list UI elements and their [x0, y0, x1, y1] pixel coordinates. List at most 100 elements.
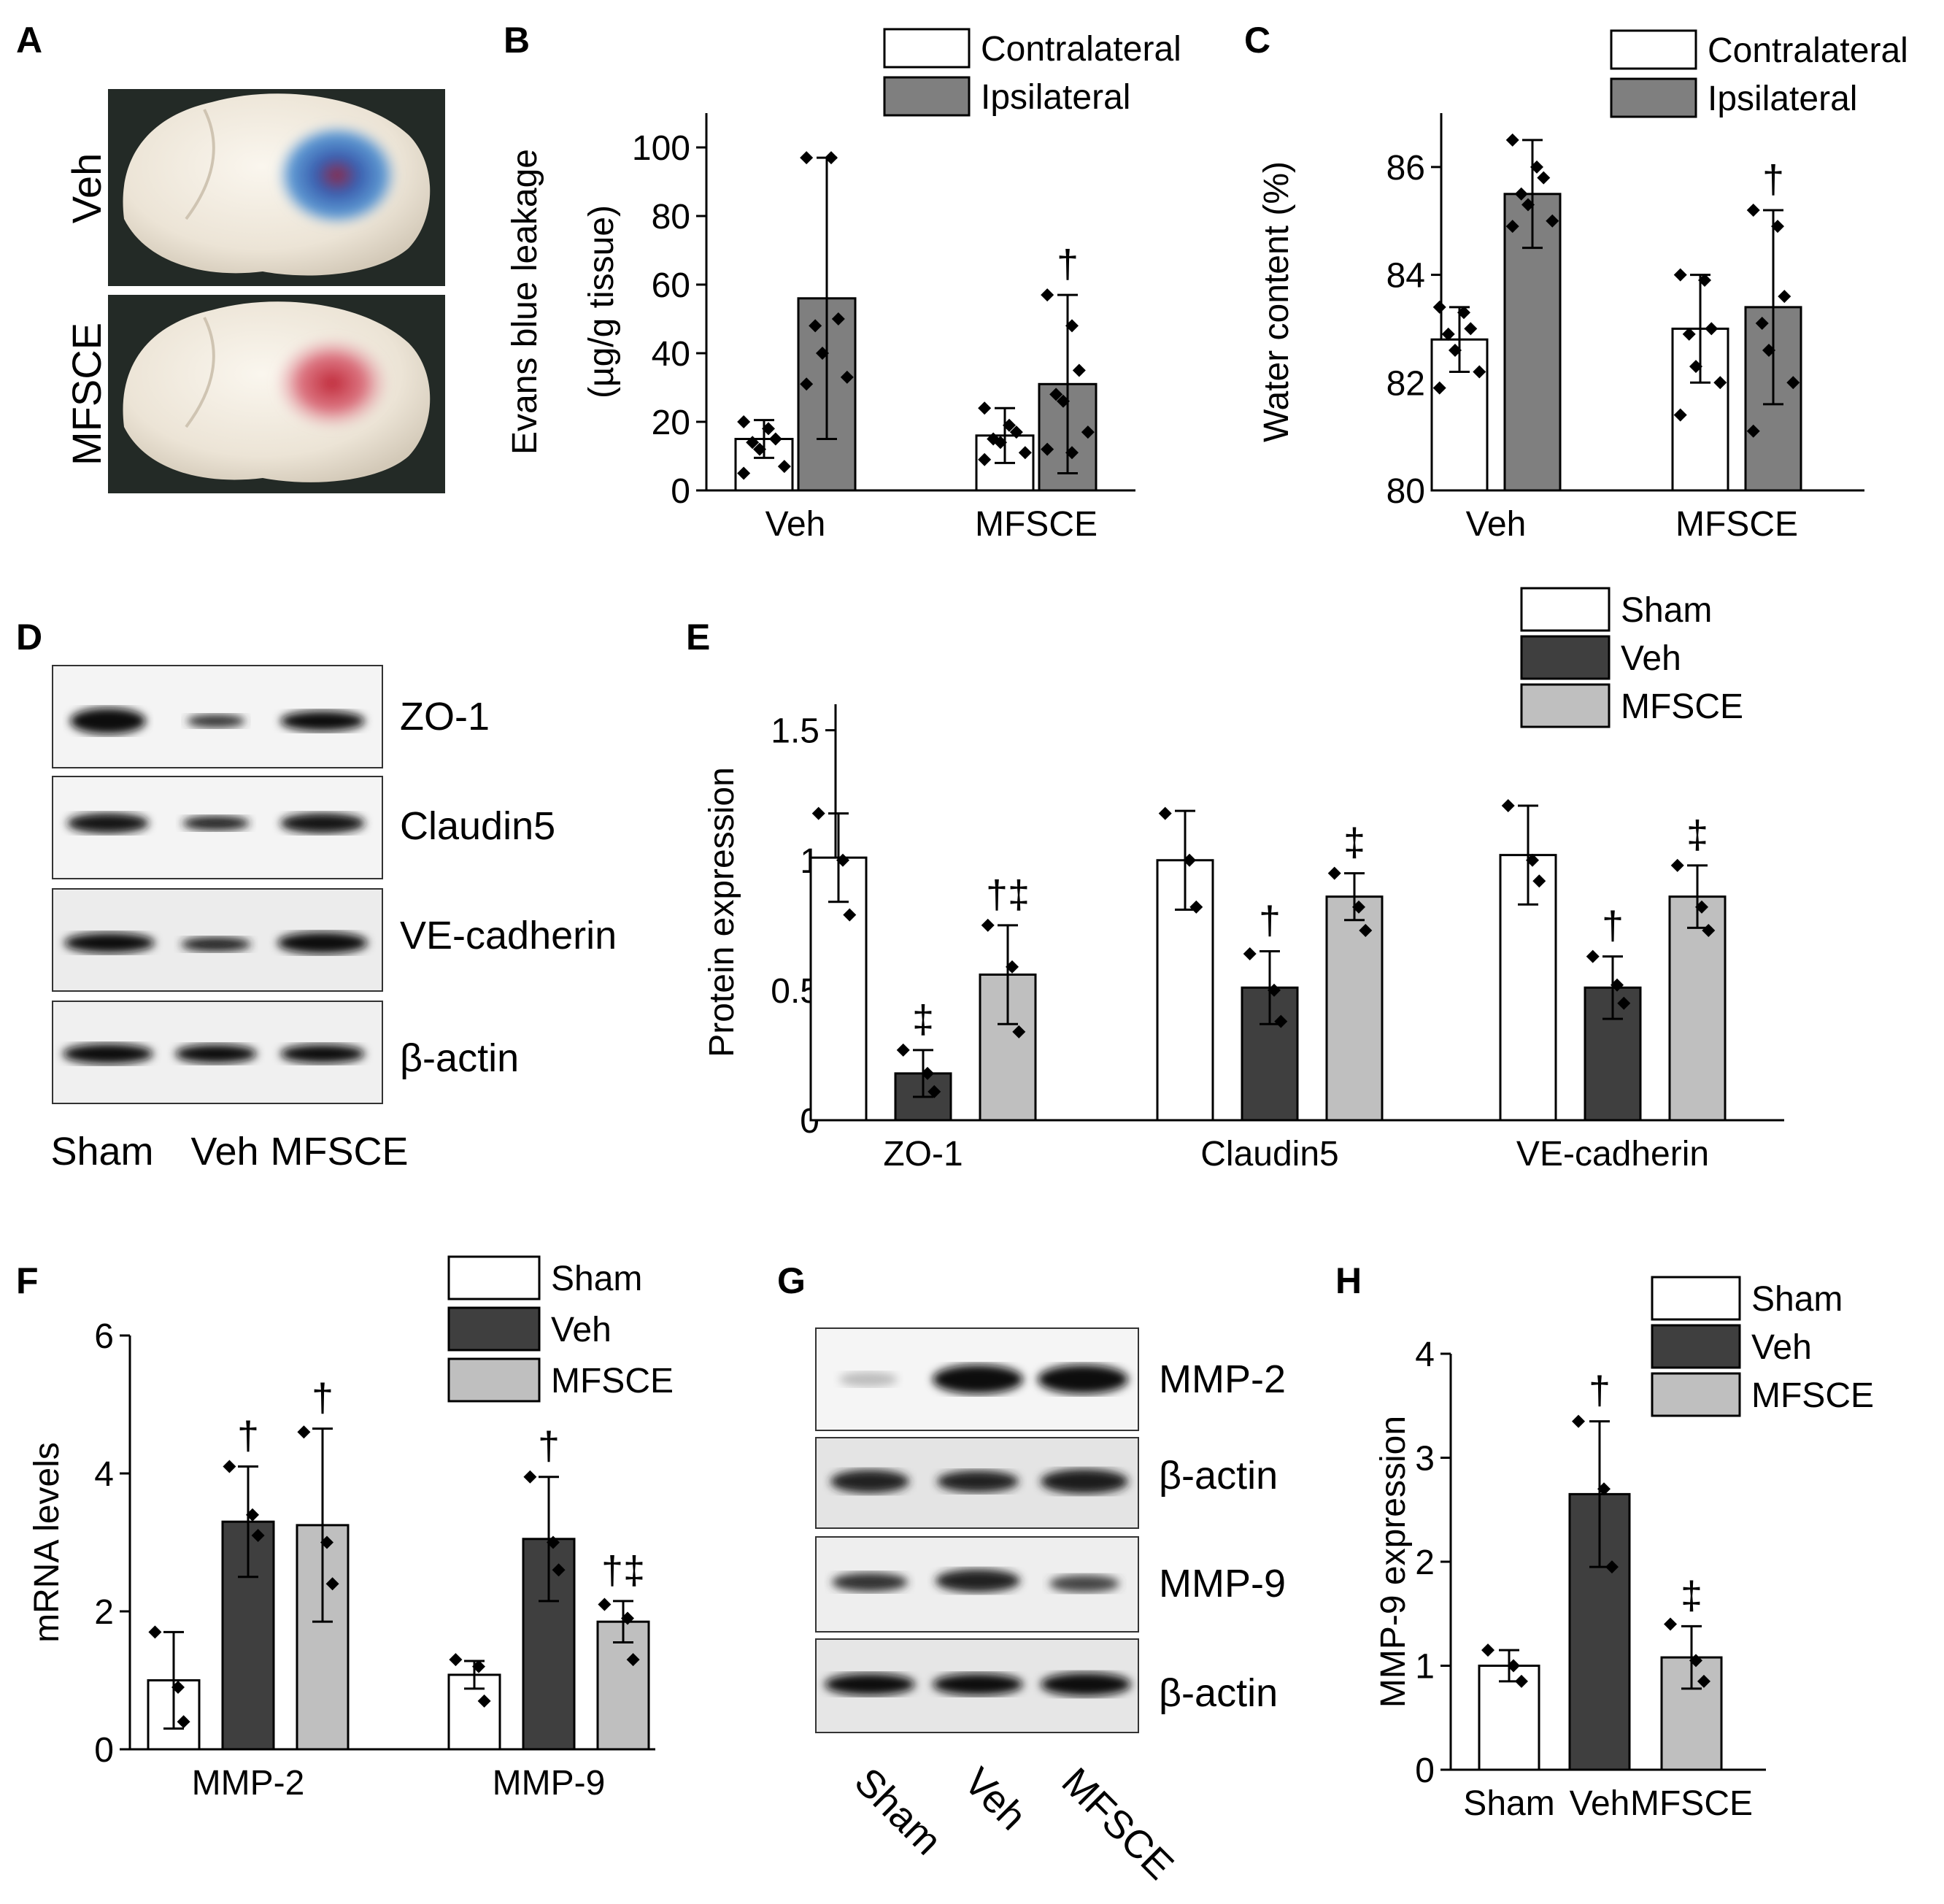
y-axis-label: Water content (%)	[1257, 161, 1296, 442]
band-actin-g1-veh	[937, 1471, 1019, 1492]
band-zo1-sham	[70, 708, 146, 734]
data-point	[1586, 949, 1600, 963]
significance-mark: ‡	[1343, 821, 1365, 865]
data-point	[737, 466, 751, 480]
data-point	[1611, 978, 1624, 992]
blot-g-band-label-3: MMP-9	[1159, 1562, 1286, 1606]
data-point	[1572, 1414, 1586, 1428]
y-tick-label: 60	[652, 266, 690, 305]
y-tick-label: 2	[94, 1593, 114, 1632]
data-point	[325, 1577, 339, 1591]
y-axis-label: Protein expression	[703, 767, 741, 1057]
data-point	[1158, 806, 1172, 820]
data-point	[1327, 866, 1341, 880]
data-point	[1505, 220, 1519, 234]
data-point	[1771, 220, 1784, 234]
data-point	[1065, 319, 1079, 333]
panel-label-f: F	[16, 1260, 39, 1301]
data-point	[1664, 1617, 1678, 1631]
band-ve-cadherin-sham	[64, 933, 155, 953]
panel-label-c: C	[1244, 20, 1270, 61]
band-actin-d-sham	[63, 1044, 153, 1064]
significance-mark: †	[237, 1414, 259, 1458]
legend-label: Ipsilateral	[981, 78, 1130, 117]
data-point	[1081, 425, 1095, 439]
data-point	[1673, 408, 1687, 422]
significance-mark: †	[1589, 1369, 1611, 1413]
y-tick-label: 0	[671, 472, 690, 511]
y-tick-label: 82	[1386, 364, 1425, 403]
panel-label-g: G	[777, 1260, 806, 1301]
bar	[1668, 895, 1727, 1122]
data-point	[843, 908, 857, 922]
data-point	[449, 1653, 463, 1667]
blot-g-band-label-1: MMP-2	[1159, 1357, 1286, 1401]
band-mmp9-sham	[832, 1573, 908, 1592]
data-point	[746, 436, 760, 450]
data-point	[148, 1625, 162, 1639]
significance-mark: ‡	[912, 998, 934, 1041]
legend-swatch	[1520, 683, 1611, 728]
data-point	[816, 347, 829, 360]
panel-label-d: D	[16, 617, 42, 658]
x-tick-label: MFSCE	[1675, 505, 1798, 544]
data-point	[981, 918, 995, 932]
data-point	[1049, 388, 1063, 401]
band-ve-cadherin-veh	[181, 937, 251, 952]
data-point	[1786, 376, 1800, 390]
x-tick-label: MMP-9	[493, 1764, 606, 1803]
data-point	[1713, 376, 1727, 390]
x-tick-label: MFSCE	[975, 505, 1098, 544]
data-point	[800, 151, 814, 165]
data-point	[1521, 198, 1535, 212]
row-label-veh: Veh	[63, 153, 109, 224]
legend-label: Sham	[551, 1260, 642, 1298]
data-point	[1457, 306, 1470, 320]
blot-g-lane-mfsce: MFSCE	[1054, 1760, 1182, 1888]
legend-label: Sham	[1621, 591, 1712, 630]
data-point	[1012, 1025, 1026, 1038]
panel-a-photos: Veh MFSCE	[63, 89, 445, 493]
data-point	[1189, 900, 1203, 914]
legend-swatch	[1610, 77, 1697, 118]
data-point	[1481, 1643, 1495, 1657]
x-tick-label: Veh	[1466, 505, 1527, 544]
band-mmp9-veh	[936, 1569, 1020, 1592]
panel-label-a: A	[16, 20, 42, 61]
y-axis-label: MMP-9 expression	[1374, 1416, 1413, 1708]
y-tick-label: 3	[1415, 1440, 1435, 1479]
data-point	[1183, 853, 1196, 867]
band-actin-g2-mfsce	[1041, 1673, 1131, 1696]
legend-swatch	[1651, 1324, 1741, 1369]
data-point	[1432, 300, 1446, 314]
data-point	[1689, 360, 1702, 374]
data-point	[246, 1508, 259, 1522]
data-point	[1514, 187, 1528, 201]
data-point	[1507, 1659, 1520, 1673]
data-point	[1617, 996, 1631, 1010]
legend-label: Contralateral	[981, 30, 1181, 69]
data-point	[1532, 874, 1546, 888]
data-point	[1018, 446, 1032, 460]
band-actin-d-mfsce	[280, 1044, 365, 1063]
panel-label-h: H	[1335, 1260, 1362, 1301]
legend-swatch	[1610, 29, 1697, 70]
data-point	[223, 1460, 236, 1473]
data-point	[927, 1084, 941, 1098]
bar	[809, 856, 868, 1122]
x-tick-label: MFSCE	[1630, 1784, 1753, 1823]
data-point	[1009, 425, 1023, 439]
data-point	[1441, 327, 1455, 341]
data-point	[552, 1563, 566, 1577]
data-point	[1449, 343, 1462, 357]
x-tick-label: Veh	[765, 505, 826, 544]
blot-g-lane-veh: Veh	[956, 1760, 1035, 1838]
chart-h: 0 1 2 3 4 MMP-9 expression Sham Veh † MFSCE ‡ Sham V…	[1374, 1276, 1874, 1823]
significance-mark: †	[1057, 242, 1079, 286]
band-zo1-mfsce	[280, 711, 365, 731]
data-point	[1597, 1482, 1611, 1496]
y-tick-label: 84	[1386, 257, 1425, 296]
significance-mark: †‡	[601, 1549, 645, 1592]
data-point	[1605, 1560, 1619, 1574]
